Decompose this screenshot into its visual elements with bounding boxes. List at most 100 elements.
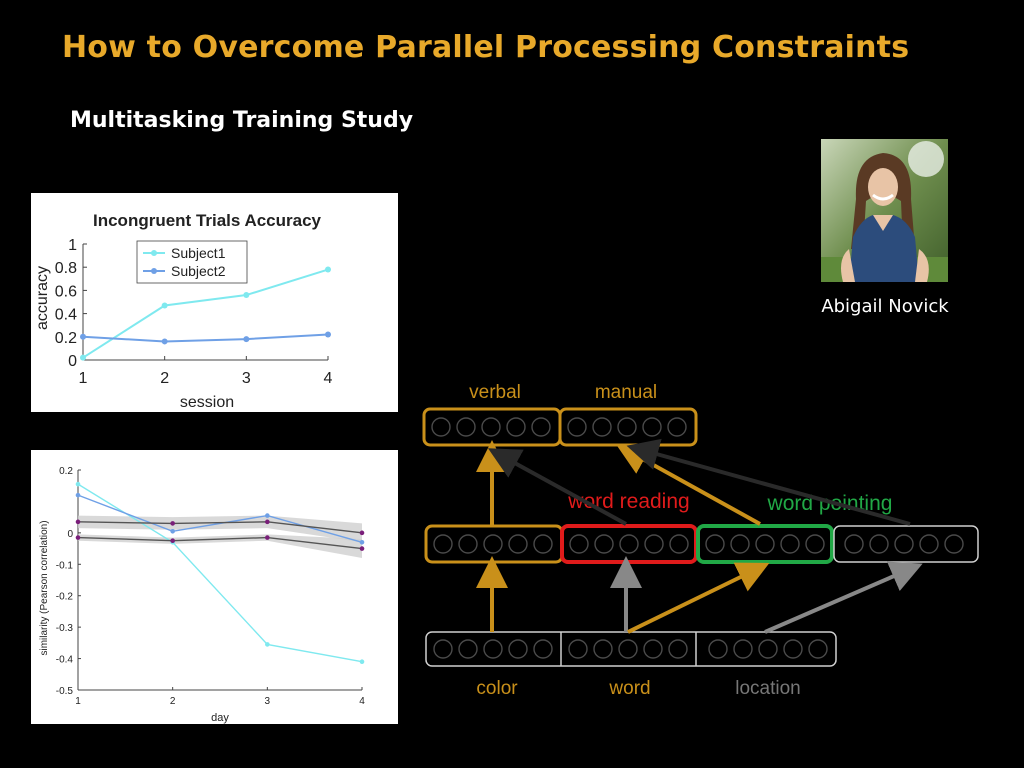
input-label-color: color [476,678,518,699]
output-node [592,417,612,437]
output-label-manual: manual [595,382,657,403]
input-layer: color word location [425,631,837,699]
task-node [944,534,964,554]
word-pointing-group [696,524,834,564]
x-axis-label: session [180,394,234,411]
input-node [483,639,503,659]
input-node [533,639,553,659]
task-node [433,534,453,554]
task-node [644,534,664,554]
input-node [783,639,803,659]
output-node [456,417,476,437]
task-node [458,534,478,554]
data-point [265,519,270,525]
output-node [617,417,637,437]
y-axis-label: similarity (Pearson correlation) [39,520,50,655]
x-tick-label: 3 [265,696,271,707]
input-node [618,639,638,659]
legend-marker [151,250,157,256]
x-tick-label: 2 [160,370,169,387]
arrow-location-to-hidden [764,561,923,634]
similarity-chart: 1 2 3 4 0.2 0 -0.1 -0.2 -0.3 -0.4 -0.5 day similar… [31,450,398,724]
y-tick-label: -0.3 [56,623,74,634]
data-point [265,642,270,647]
data-point [265,535,270,540]
chart-axes: 1 2 3 4 0 0.2 0.4 0.6 0.8 1 [55,237,333,387]
y-tick-label: -0.2 [56,592,74,603]
network-diagram: verbal manual word reading word pointing… [410,370,1010,710]
input-label-word: word [608,678,650,699]
task-node [619,534,639,554]
accuracy-chart: Incongruent Trials Accuracy 1 2 3 4 0 0.2 0.4 0… [31,193,398,412]
output-node [431,417,451,437]
output-node [667,417,687,437]
slide-title: How to Overcome Parallel Processing Cons… [62,30,910,65]
manual-unit-group [558,407,698,447]
data-point [80,333,86,340]
output-node [506,417,526,437]
y-tick-label: 0 [67,529,73,540]
y-tick-label: 1 [68,237,77,254]
network-diagram-svg: verbal manual word reading word pointing… [422,382,979,699]
input-node [458,639,478,659]
task-node [869,534,889,554]
portrait-photo [821,139,948,282]
word-reading-group [560,524,698,564]
y-tick-label: 0.6 [55,283,77,300]
series-line [77,536,363,550]
data-point [243,292,250,299]
series-line [77,494,363,543]
color-hidden-group [424,524,564,564]
x-axis-label: day [211,712,229,724]
input-group [425,631,837,667]
legend-box [136,240,248,284]
task-node [844,534,864,554]
legend-marker [151,268,157,274]
series-line [77,521,363,534]
task-node [894,534,914,554]
data-point [80,354,86,361]
series-line [82,333,329,343]
arrow-reading-to-verbal [487,448,627,526]
portrait-image [821,139,948,282]
task-node [594,534,614,554]
data-point [359,530,365,536]
data-point [161,338,168,345]
task-node [805,534,825,554]
task-node [780,534,800,554]
arrow-location-to-manual [626,438,911,526]
legend-label: Subject2 [171,263,226,279]
confidence-band [78,534,362,558]
chart-legend: Subject1 Subject2 [136,240,248,284]
output-label-verbal: verbal [469,382,521,403]
arrow-word-to-pointing [627,562,770,634]
data-point [243,336,250,343]
y-tick-label: 0.2 [55,330,77,347]
input-node [758,639,778,659]
output-layer: verbal manual [422,382,698,447]
y-tick-label: 0.2 [59,466,73,477]
task-node [730,534,750,554]
task-node [483,534,503,554]
data-point [359,539,365,545]
y-tick-label: -0.4 [56,655,74,666]
input-node [733,639,753,659]
output-node [567,417,587,437]
y-axis-label: accuracy [34,266,51,330]
chart-axes: 1 2 3 4 0.2 0 -0.1 -0.2 -0.3 -0.4 -0.5 [56,466,365,707]
data-point [75,481,81,487]
data-point [265,513,270,518]
network-connections [476,438,923,634]
y-tick-label: 0.4 [55,307,77,324]
input-node [593,639,613,659]
x-tick-label: 4 [324,370,333,387]
chart-plot-area [75,481,365,665]
input-node [508,639,528,659]
data-point [325,331,331,338]
x-tick-label: 4 [359,696,365,707]
x-tick-label: 1 [75,696,81,707]
input-node [433,639,453,659]
y-tick-label: -0.1 [56,560,74,571]
series-line [82,268,329,359]
similarity-chart-svg: 1 2 3 4 0.2 0 -0.1 -0.2 -0.3 -0.4 -0.5 day similar… [39,466,365,724]
